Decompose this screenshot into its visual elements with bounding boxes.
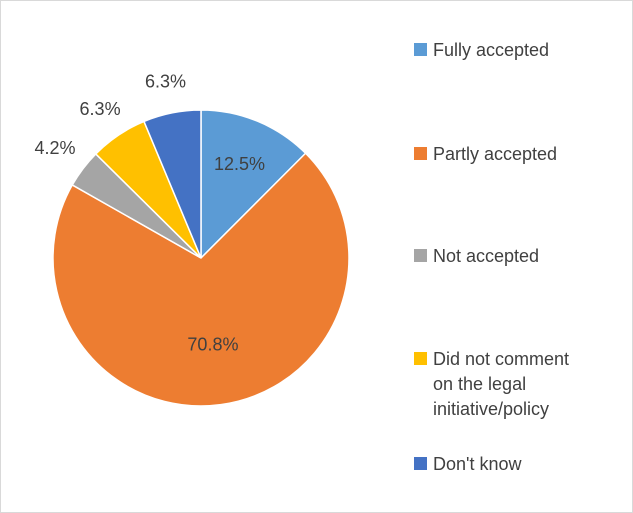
legend-label: Not accepted xyxy=(433,244,539,269)
legend-swatch xyxy=(414,249,427,262)
label-did-not-comment: 6.3% xyxy=(80,99,121,119)
legend-swatch xyxy=(414,457,427,470)
legend-item-did-not-comment: Did not comment on the legal initiative/… xyxy=(414,347,629,422)
label-dont-know: 6.3% xyxy=(145,72,186,92)
legend-item-not-accepted: Not accepted xyxy=(414,244,629,269)
legend-label: Did not comment on the legal initiative/… xyxy=(433,347,593,422)
legend-label: Don't know xyxy=(433,452,521,477)
legend-swatch xyxy=(414,352,427,365)
legend-swatch xyxy=(414,43,427,56)
label-partly-accepted: 70.8% xyxy=(187,335,238,355)
legend-item-fully-accepted: Fully accepted xyxy=(414,38,629,63)
legend-label: Fully accepted xyxy=(433,38,549,63)
label-fully-accepted: 12.5% xyxy=(214,154,265,174)
label-not-accepted: 4.2% xyxy=(35,138,76,158)
legend-item-dont-know: Don't know xyxy=(414,452,629,477)
legend-item-partly-accepted: Partly accepted xyxy=(414,142,629,167)
legend-label: Partly accepted xyxy=(433,142,557,167)
legend-swatch xyxy=(414,147,427,160)
